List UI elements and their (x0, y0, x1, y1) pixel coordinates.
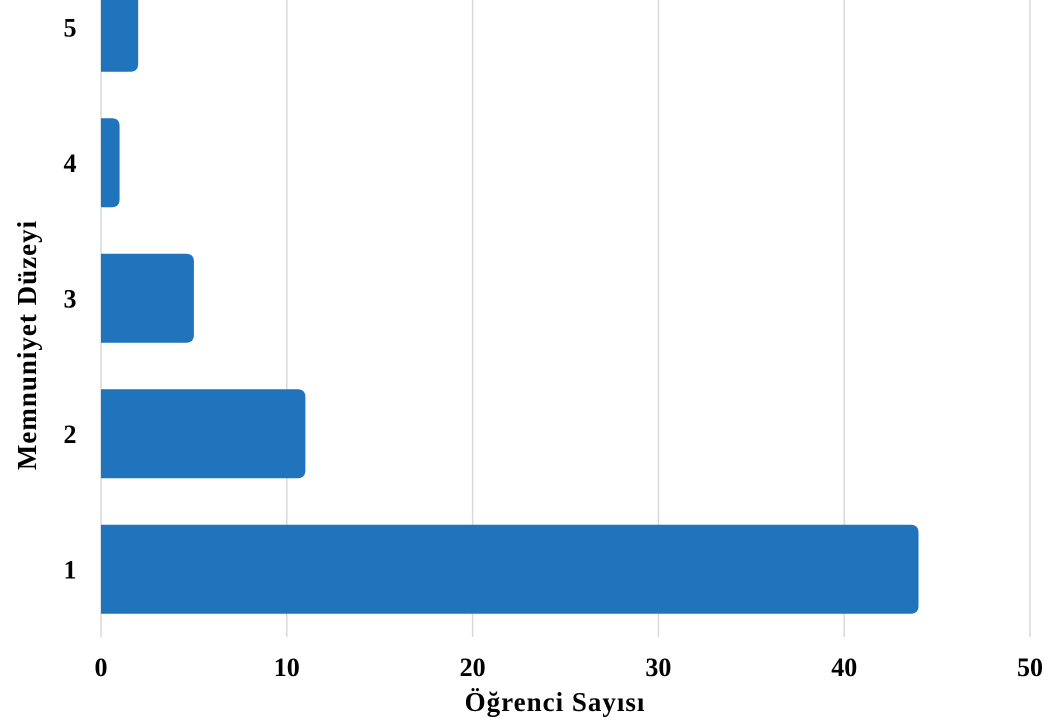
bar-level-4 (101, 118, 120, 208)
x-tick-label: 40 (831, 653, 857, 682)
bar-level-3 (101, 253, 194, 343)
y-tick-label: 5 (64, 13, 77, 42)
y-tick-label: 2 (64, 420, 77, 449)
x-tick-label: 10 (274, 653, 300, 682)
y-tick-label: 1 (64, 555, 77, 584)
x-tick-label: 50 (1017, 653, 1043, 682)
x-tick-label: 20 (460, 653, 486, 682)
x-axis-title: Öğrenci Sayısı (465, 687, 646, 717)
x-tick-label: 0 (95, 653, 108, 682)
y-tick-label: 4 (64, 149, 77, 178)
x-tick-label: 30 (645, 653, 671, 682)
bars (101, 0, 919, 614)
bar-level-1 (101, 524, 919, 614)
x-tick-labels: 0 10 20 30 40 50 (95, 653, 1044, 682)
y-tick-labels: 1 2 3 4 5 (64, 13, 77, 584)
bar-level-5 (101, 0, 139, 72)
y-axis-title: Memnuniyet Düzeyi (12, 220, 42, 470)
y-tick-label: 3 (64, 284, 77, 313)
bar-level-2 (101, 389, 306, 479)
